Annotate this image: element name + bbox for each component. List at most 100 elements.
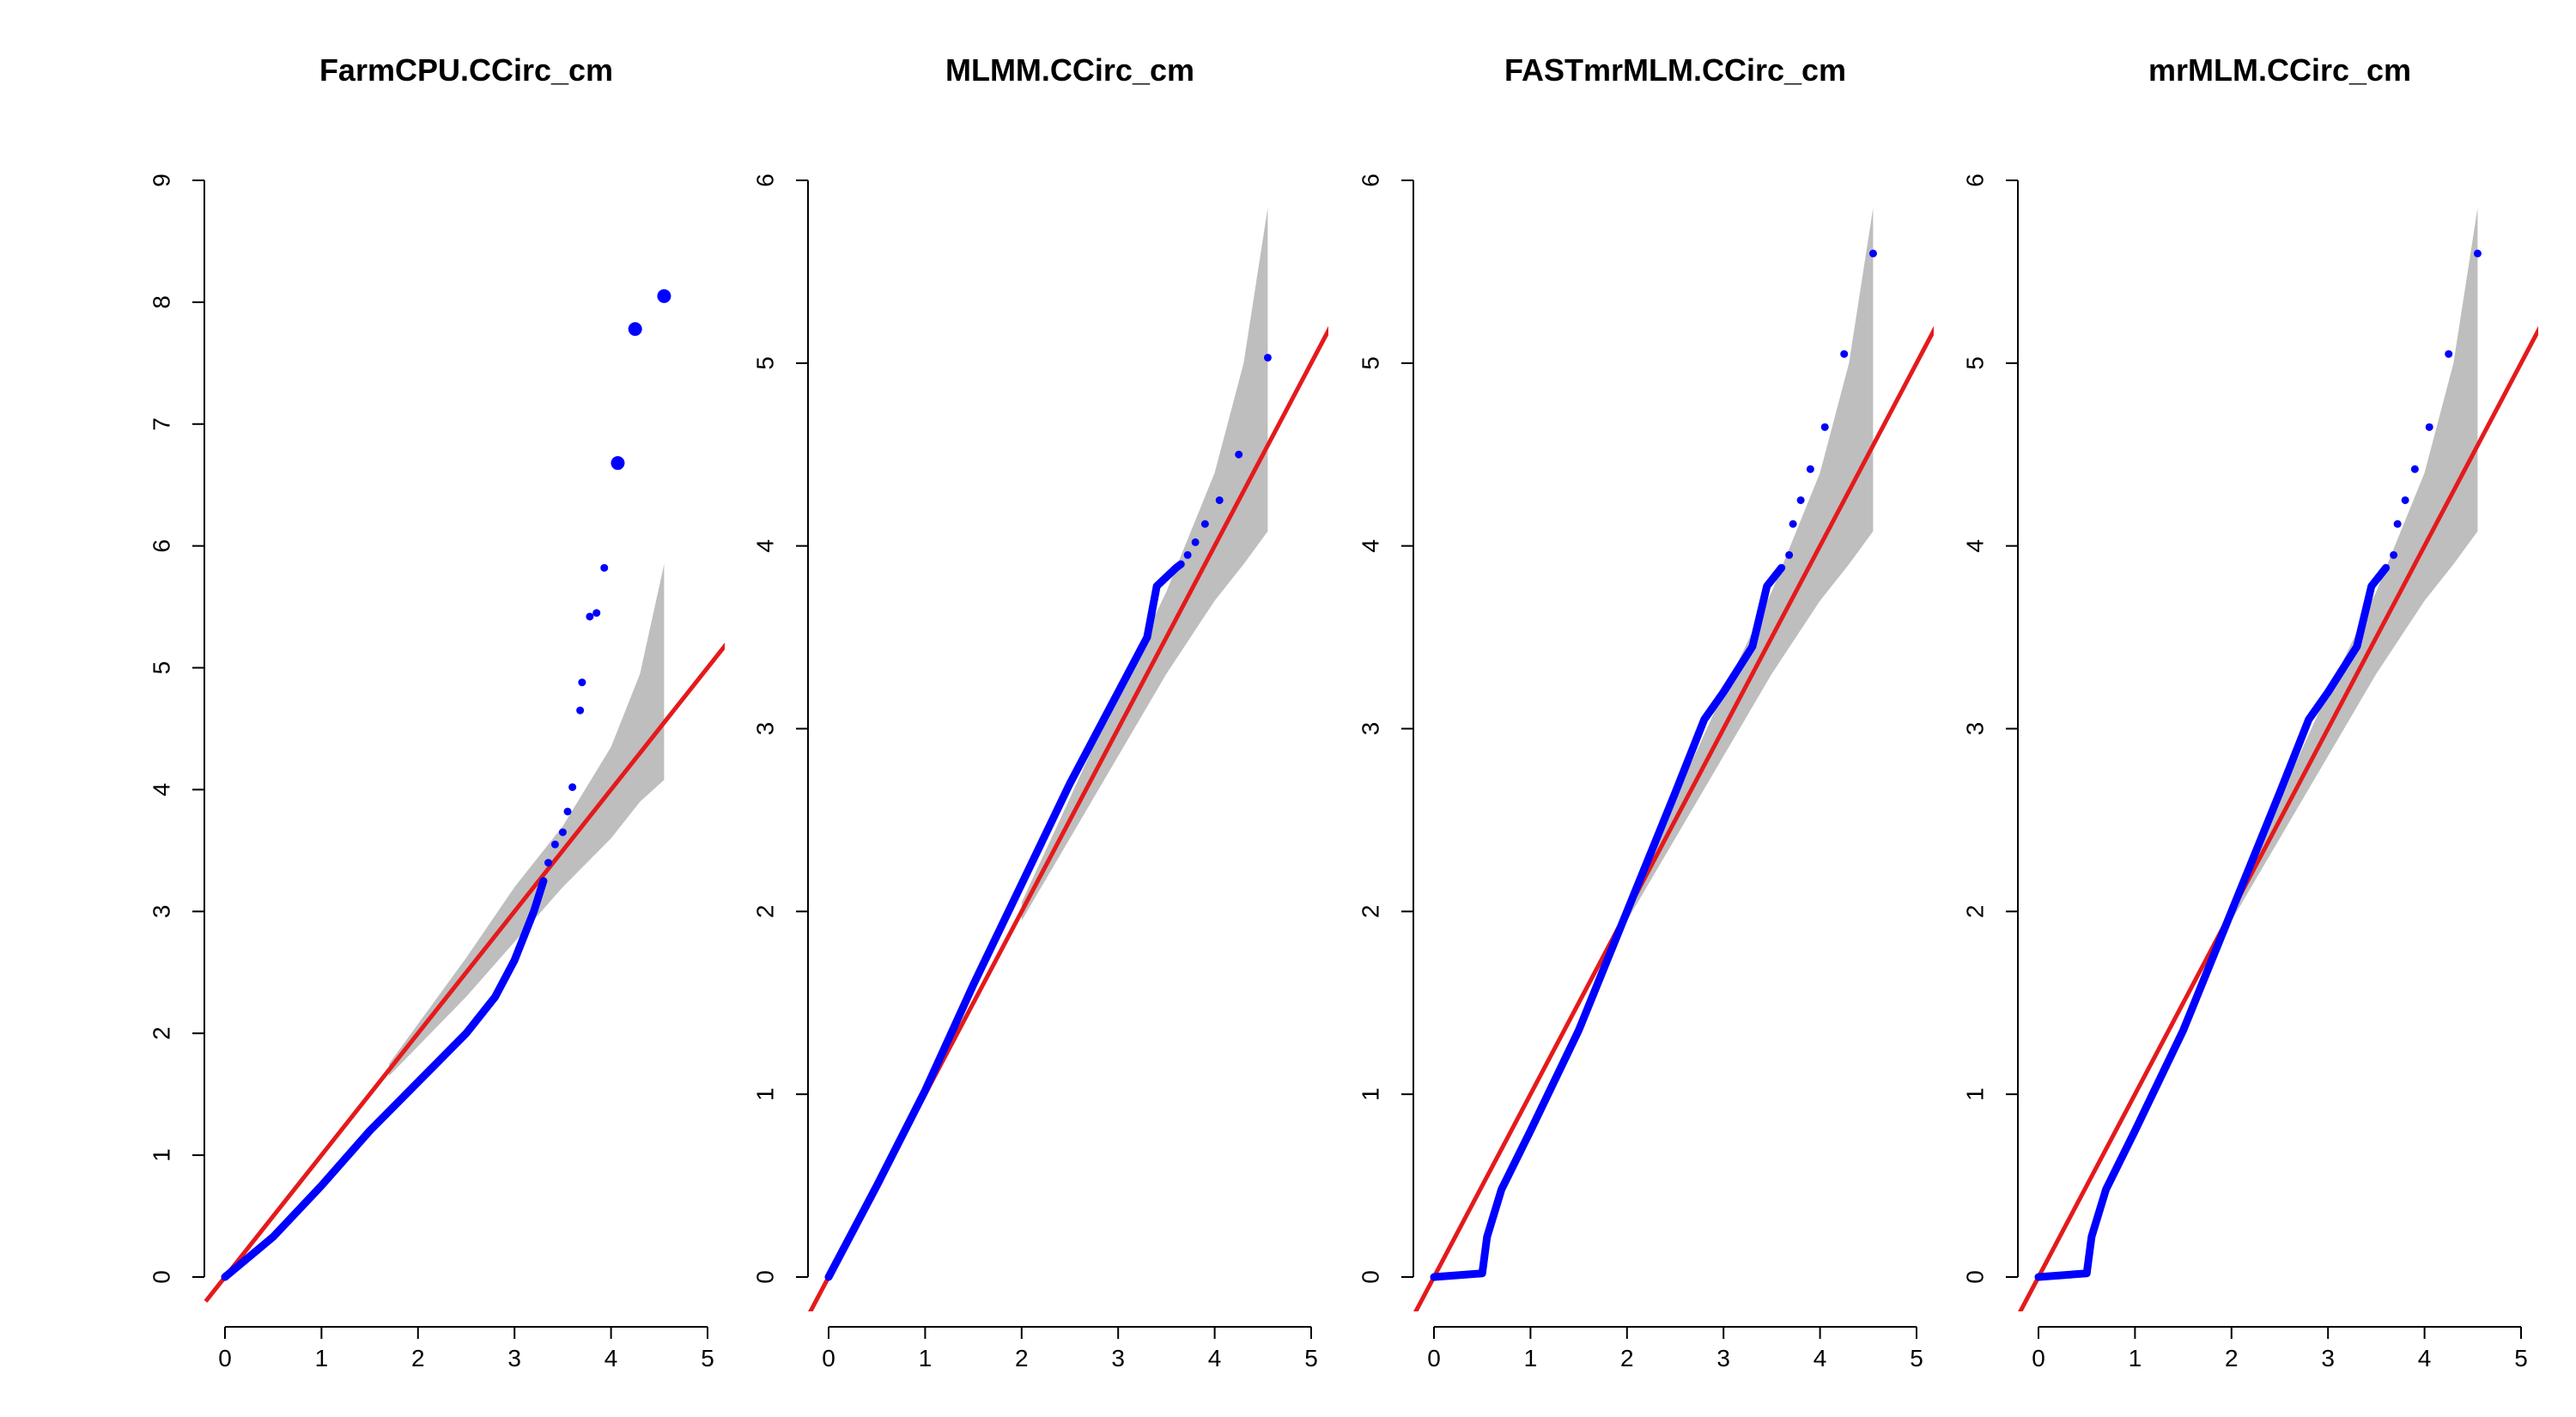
confidence-band	[389, 563, 665, 1076]
data-point	[2473, 249, 2482, 258]
plot-area	[2018, 207, 2538, 1311]
y-tick-label: 5	[1358, 356, 1384, 370]
data-point	[578, 678, 586, 687]
plot-area	[1413, 207, 1934, 1311]
data-point	[2390, 550, 2398, 559]
y-tick-label: 5	[752, 356, 779, 370]
x-tick-label: 2	[2225, 1345, 2239, 1371]
plot-area	[808, 207, 1328, 1311]
x-tick-label: 0	[822, 1345, 835, 1371]
x-tick-label: 0	[1427, 1345, 1441, 1371]
data-point	[563, 807, 572, 816]
x-tick-label: 1	[315, 1345, 329, 1371]
x-tick-label: 4	[605, 1345, 618, 1371]
x-tick-label: 5	[1304, 1345, 1318, 1371]
y-tick-label: 0	[149, 1270, 175, 1284]
y-tick-label: 0	[1358, 1270, 1384, 1284]
y-tick-label: 0	[1962, 1270, 1989, 1284]
data-point	[2425, 423, 2433, 431]
x-tick-label: 1	[1524, 1345, 1538, 1371]
y-tick-label: 0	[752, 1270, 779, 1284]
x-tick-label: 1	[919, 1345, 933, 1371]
y-tick-label: 5	[1962, 356, 1989, 370]
x-tick-label: 5	[1910, 1345, 1923, 1371]
data-point	[2393, 520, 2402, 528]
x-tick-label: 5	[701, 1345, 714, 1371]
data-point	[2410, 465, 2419, 473]
plot-area	[204, 289, 725, 1303]
x-axis: 0 1 2 3 4 5	[1427, 1326, 1923, 1371]
data-point	[1191, 538, 1200, 546]
y-tick-label: 2	[752, 905, 779, 919]
x-tick-label: 3	[1111, 1345, 1125, 1371]
y-tick-label: 2	[1358, 905, 1384, 919]
observed-curve	[2034, 563, 2391, 1281]
reference-line	[2018, 325, 2538, 1311]
panel-title: FASTmrMLM.CCirc_cm	[1504, 52, 1846, 88]
y-tick-label: 6	[149, 539, 175, 553]
data-point	[1263, 353, 1272, 362]
y-tick-label: 6	[752, 173, 779, 187]
panel-title: FarmCPU.CCirc_cm	[319, 52, 613, 88]
y-axis: 0 1 2 3 4 5 6 7 8 9	[149, 173, 205, 1284]
x-tick-label: 5	[2514, 1345, 2528, 1371]
data-point	[568, 783, 577, 792]
reference-line	[1413, 325, 1934, 1311]
data-point	[544, 859, 553, 867]
y-tick-label: 5	[149, 661, 175, 675]
x-tick-label: 1	[2129, 1345, 2142, 1371]
qq-panel: mrMLM.CCirc_cm 0 1 2 3 4 5 0 1 2 3 4 5 6	[1962, 52, 2538, 1371]
data-point	[1183, 550, 1192, 559]
data-point	[592, 609, 601, 617]
data-point	[611, 456, 625, 471]
y-tick-label: 7	[149, 417, 175, 431]
data-point	[1868, 249, 1877, 258]
data-point	[1235, 450, 1243, 459]
x-tick-label: 2	[1620, 1345, 1634, 1371]
observed-curve	[824, 560, 1185, 1281]
data-point	[2401, 496, 2409, 504]
x-tick-label: 4	[1814, 1345, 1827, 1371]
y-tick-label: 3	[752, 722, 779, 736]
qq-panel: MLMM.CCirc_cm 0 1 2 3 4 5 0 1 2 3 4 5 6	[752, 52, 1328, 1371]
observed-curve	[221, 877, 548, 1281]
x-tick-label: 0	[2032, 1345, 2045, 1371]
x-tick-label: 2	[1015, 1345, 1029, 1371]
data-point	[1840, 350, 1849, 358]
qq-panel: FarmCPU.CCirc_cm 0 1 2 3 4 5 0 1 2 3 4 5 6 7 8 9	[149, 52, 725, 1371]
data-point	[1796, 496, 1805, 504]
x-tick-label: 0	[218, 1345, 232, 1371]
data-point	[1215, 496, 1224, 504]
panel-title: mrMLM.CCirc_cm	[2148, 52, 2411, 88]
data-point	[586, 612, 594, 621]
y-tick-label: 4	[1962, 539, 1989, 553]
data-point	[1806, 465, 1814, 473]
x-tick-label: 4	[2418, 1345, 2432, 1371]
data-point	[558, 828, 567, 836]
y-tick-label: 6	[1358, 173, 1384, 187]
y-tick-label: 1	[752, 1087, 779, 1101]
y-tick-label: 6	[1962, 173, 1989, 187]
reference-line	[204, 642, 725, 1303]
y-tick-label: 8	[149, 295, 175, 309]
y-tick-label: 2	[1962, 905, 1989, 919]
data-point	[1785, 550, 1794, 559]
y-tick-label: 4	[149, 783, 175, 797]
x-tick-label: 2	[411, 1345, 425, 1371]
x-axis: 0 1 2 3 4 5	[218, 1326, 714, 1371]
x-tick-label: 3	[507, 1345, 521, 1371]
qq-panel: FASTmrMLM.CCirc_cm 0 1 2 3 4 5 0 1 2 3 4 5 6	[1358, 52, 1934, 1371]
y-tick-label: 1	[1962, 1087, 1989, 1101]
x-tick-label: 4	[1208, 1345, 1222, 1371]
data-point	[550, 840, 559, 848]
x-axis: 0 1 2 3 4 5	[2032, 1326, 2528, 1371]
observed-curve	[1430, 563, 1786, 1281]
data-point	[628, 322, 642, 337]
x-axis: 0 1 2 3 4 5	[822, 1326, 1318, 1371]
confidence-band	[1021, 207, 1268, 921]
y-tick-label: 3	[1962, 722, 1989, 736]
x-tick-label: 3	[2321, 1345, 2335, 1371]
x-tick-label: 3	[1716, 1345, 1730, 1371]
data-point	[1200, 520, 1209, 528]
